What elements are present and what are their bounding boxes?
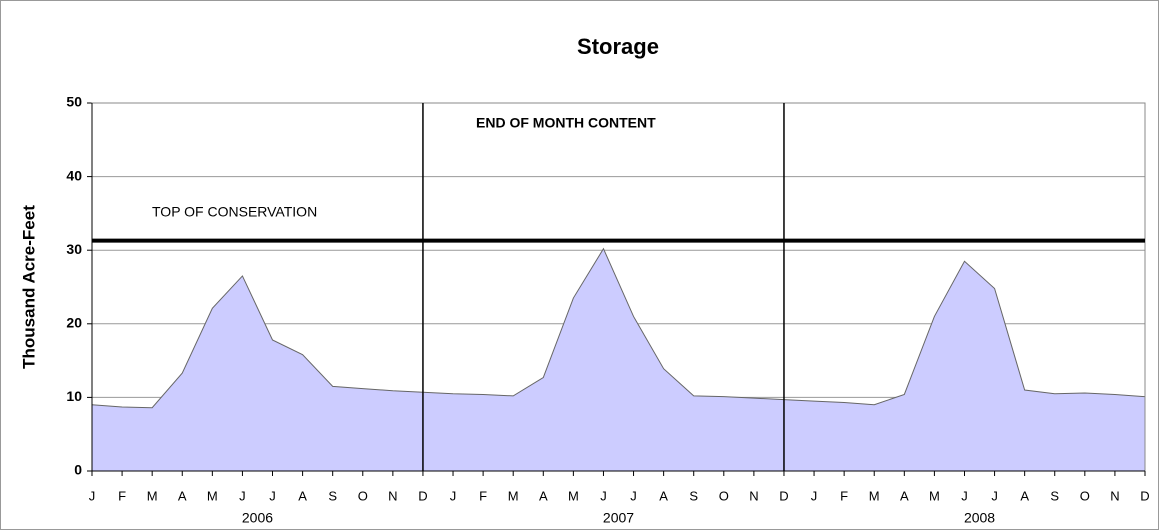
x-tick-label: A bbox=[1020, 488, 1029, 503]
x-tick-label: J bbox=[811, 488, 818, 503]
x-tick-label: A bbox=[900, 488, 909, 503]
area-line bbox=[91, 247, 1146, 409]
area-fill bbox=[92, 248, 1145, 471]
x-tick-label: A bbox=[539, 488, 548, 503]
year-label: 2008 bbox=[964, 510, 995, 526]
x-tick-label: M bbox=[147, 488, 158, 503]
x-tick-label: M bbox=[207, 488, 218, 503]
x-tick-label: S bbox=[328, 488, 337, 503]
x-tick-label: M bbox=[508, 488, 519, 503]
x-tick-label: A bbox=[178, 488, 187, 503]
x-tick-label: N bbox=[749, 488, 758, 503]
y-tick-label: 30 bbox=[66, 241, 82, 257]
x-tick-label: A bbox=[298, 488, 307, 503]
x-tick-label: M bbox=[568, 488, 579, 503]
x-tick-label: O bbox=[719, 488, 729, 503]
x-tick-label: D bbox=[418, 488, 427, 503]
x-tick-label: O bbox=[1080, 488, 1090, 503]
y-tick-label: 50 bbox=[66, 94, 82, 110]
x-tick-label: S bbox=[1050, 488, 1059, 503]
y-tick-label: 40 bbox=[66, 167, 82, 183]
x-tick-label: J bbox=[239, 488, 246, 503]
chart-title: Storage bbox=[577, 34, 659, 59]
x-tick-label: F bbox=[479, 488, 487, 503]
x-tick-label: M bbox=[869, 488, 880, 503]
x-tick-label: J bbox=[991, 488, 998, 503]
reference-label: TOP OF CONSERVATION bbox=[152, 203, 317, 219]
x-tick-label: J bbox=[961, 488, 968, 503]
x-tick-label: M bbox=[929, 488, 940, 503]
x-tick-label: F bbox=[118, 488, 126, 503]
y-tick-label: 0 bbox=[74, 462, 82, 478]
year-label: 2006 bbox=[242, 510, 273, 526]
x-tick-label: S bbox=[689, 488, 698, 503]
x-tick-label: J bbox=[630, 488, 637, 503]
x-tick-label: F bbox=[840, 488, 848, 503]
x-tick-label: J bbox=[269, 488, 276, 503]
y-axis-label: Thousand Acre-Feet bbox=[19, 205, 38, 369]
annotation: END OF MONTH CONTENT bbox=[476, 115, 656, 131]
x-tick-label: A bbox=[659, 488, 668, 503]
year-label: 2007 bbox=[603, 510, 634, 526]
x-tick-label: D bbox=[1140, 488, 1149, 503]
x-tick-label: J bbox=[600, 488, 607, 503]
x-tick-label: J bbox=[450, 488, 457, 503]
x-tick-label: D bbox=[779, 488, 788, 503]
x-tick-label: N bbox=[388, 488, 397, 503]
y-tick-label: 10 bbox=[66, 388, 82, 404]
x-tick-label: N bbox=[1110, 488, 1119, 503]
x-tick-label: O bbox=[358, 488, 368, 503]
y-tick-label: 20 bbox=[66, 315, 82, 331]
x-tick-label: J bbox=[89, 488, 96, 503]
